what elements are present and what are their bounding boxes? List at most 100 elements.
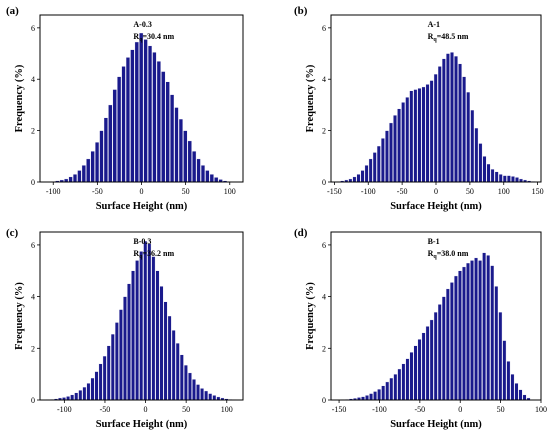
panel-label: (b) <box>294 5 308 17</box>
x-tick-label: -150 <box>332 405 347 414</box>
histogram-bar <box>143 39 148 183</box>
histogram-bar <box>99 130 104 183</box>
histogram-bar <box>163 301 168 401</box>
x-tick-label: 100 <box>224 187 236 196</box>
histogram-bar <box>437 66 442 183</box>
histogram-bar <box>192 379 196 401</box>
histogram-bar <box>441 296 446 401</box>
y-tick-label: 4 <box>31 293 35 302</box>
histogram-bar <box>139 251 144 401</box>
histogram-bar <box>102 355 107 401</box>
y-tick-label: 6 <box>31 24 35 33</box>
histogram-bar <box>425 326 430 401</box>
histogram-bar <box>130 49 135 183</box>
panel-c: -100 -50 0 50 100 0 2 4 6 Surface Height (nm) Freq… <box>6 227 244 430</box>
y-tick-label: 6 <box>322 241 326 250</box>
x-tick-label: -100 <box>361 187 376 196</box>
histogram-bar <box>106 345 111 401</box>
histogram-bar <box>68 176 73 183</box>
histogram-bar <box>98 363 103 401</box>
histogram-bar <box>125 57 131 183</box>
histogram-bar <box>490 265 495 401</box>
histogram-bar <box>514 383 519 401</box>
y-tick-label: 6 <box>322 24 326 33</box>
x-axis-title: Surface Height (nm) <box>390 201 482 212</box>
histogram-bar <box>169 94 175 183</box>
histogram-bar <box>522 394 527 401</box>
histogram-bar <box>90 150 95 183</box>
histogram-bar <box>352 176 357 183</box>
histogram-bar <box>123 296 127 401</box>
histogram-bar <box>86 158 91 183</box>
histogram-bar <box>156 61 161 183</box>
histogram-bar <box>510 373 515 401</box>
histogram-bar <box>205 170 210 183</box>
histogram-bar <box>389 122 393 183</box>
histogram-bar <box>192 150 197 183</box>
histogram-bar <box>482 156 487 183</box>
histogram-bar <box>155 270 160 401</box>
histogram-bar <box>81 165 86 183</box>
x-axis-title: Surface Height (nm) <box>96 201 188 212</box>
histogram-bar <box>151 256 156 401</box>
histogram-bar <box>368 158 373 183</box>
histogram-bar <box>114 322 119 401</box>
histogram-bar <box>372 152 377 183</box>
y-tick-label: 2 <box>322 344 326 353</box>
histogram-bar <box>466 262 470 401</box>
y-tick-label: 0 <box>322 178 326 187</box>
x-tick-label: -100 <box>57 405 72 414</box>
histogram-bar <box>506 361 511 401</box>
histogram-bar <box>376 145 381 183</box>
x-tick-label: 0 <box>140 187 144 196</box>
histogram-bar <box>74 392 79 401</box>
panel-a: -100 -50 0 50 100 0 2 4 6 Surface Height (nm) Freq… <box>6 5 244 212</box>
histogram-bar <box>112 89 117 183</box>
x-tick-label: 50 <box>182 405 190 414</box>
panel-b: -150 -100 -50 0 50 100 150 0 2 4 6 Surface Height (… <box>294 5 544 212</box>
histogram-bar <box>187 372 192 401</box>
y-axis-title: Frequency (%) <box>305 282 316 350</box>
histogram-bar <box>161 71 166 183</box>
histogram-bar <box>470 109 475 183</box>
histogram-bar <box>381 385 386 401</box>
plot-frame <box>330 231 542 401</box>
histogram-bar <box>478 143 483 183</box>
histogram-bar <box>131 270 136 401</box>
histogram-bar <box>200 165 206 183</box>
histogram-bar <box>478 260 483 401</box>
histogram-bar <box>118 309 123 401</box>
histogram-bar <box>393 373 398 401</box>
y-tick-label: 0 <box>31 178 35 187</box>
rq-annotation: Rq=48.5 nm <box>428 32 469 43</box>
x-tick-label: 50 <box>466 187 474 196</box>
histogram-bar <box>401 102 406 183</box>
histogram-bar <box>165 81 170 183</box>
histogram-bar <box>486 163 491 183</box>
histogram-bar <box>361 396 365 401</box>
x-tick-label: -50 <box>92 187 103 196</box>
x-tick-label: 100 <box>535 405 547 414</box>
histogram-bar <box>117 76 122 183</box>
histogram-bar <box>437 304 442 401</box>
panel-label: (a) <box>6 5 19 17</box>
histogram-bar <box>445 53 450 183</box>
histogram-bar <box>127 283 131 401</box>
histogram-bar <box>401 363 406 401</box>
histogram-bar <box>178 118 184 183</box>
histogram-bar <box>474 127 479 183</box>
histogram-bar <box>494 171 499 183</box>
histogram-bar <box>458 63 463 183</box>
histogram-bar <box>369 393 374 401</box>
histogram-bar <box>425 84 430 183</box>
histogram-bar <box>214 177 219 183</box>
histogram-bar <box>183 130 188 183</box>
x-tick-label: -50 <box>100 405 111 414</box>
panel-label: (d) <box>294 227 308 239</box>
histogram-bar <box>518 389 523 401</box>
histogram-bar <box>421 86 426 183</box>
histogram-bar <box>356 174 361 183</box>
histogram-bar <box>502 340 507 401</box>
y-tick-label: 4 <box>31 75 35 84</box>
